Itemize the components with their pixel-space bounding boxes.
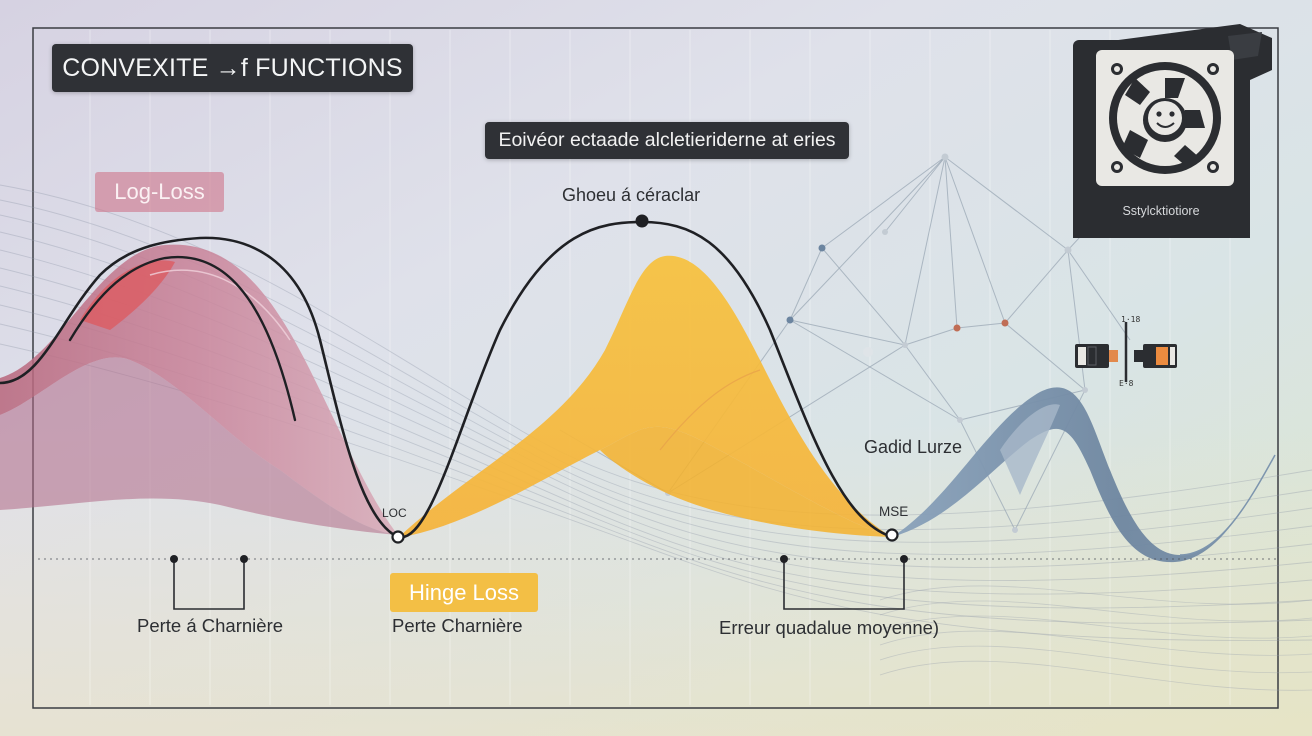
mse-side-label: Gadid Lurze bbox=[864, 437, 963, 457]
fuse-top-label: 1·18 bbox=[1121, 315, 1141, 324]
brackets bbox=[173, 559, 905, 610]
hinge-loss-surface bbox=[398, 255, 892, 538]
mse-bracket-label: Erreur quadalue moyenne) bbox=[719, 617, 940, 638]
mse-minimum-label: MSE bbox=[879, 504, 909, 519]
fuse-icon bbox=[1075, 322, 1177, 382]
network-nodes bbox=[665, 153, 1088, 533]
log-loss-ribbon bbox=[0, 244, 398, 535]
gear-face-icon bbox=[1109, 62, 1221, 174]
hinge-loss-bracket-label: Perte Charnière bbox=[392, 615, 523, 636]
subtitle-banner: Eoivéor ectaade alcletieriderne at eries bbox=[485, 122, 849, 159]
fuse-bottom-label: E·8 bbox=[1119, 379, 1134, 388]
log-loss-bracket-label: Perte á Charnière bbox=[137, 615, 284, 636]
badge-caption: Sstylcktiotiore bbox=[1122, 204, 1200, 218]
page-title: CONVEXITE →f FUNCTIONS bbox=[52, 44, 413, 92]
hinge-peak-label: Ghoeu á céraclar bbox=[562, 185, 701, 205]
wave-bundle-right bbox=[879, 585, 1312, 691]
convexity-curve bbox=[0, 214, 899, 544]
mse-ribbon bbox=[892, 387, 1276, 563]
hinge-loss-tag: Hinge Loss bbox=[390, 573, 538, 612]
bracket-dots bbox=[170, 555, 908, 563]
log-loss-tag: Log-Loss bbox=[95, 172, 224, 212]
log-loss-minimum-label: LOC bbox=[382, 506, 407, 520]
